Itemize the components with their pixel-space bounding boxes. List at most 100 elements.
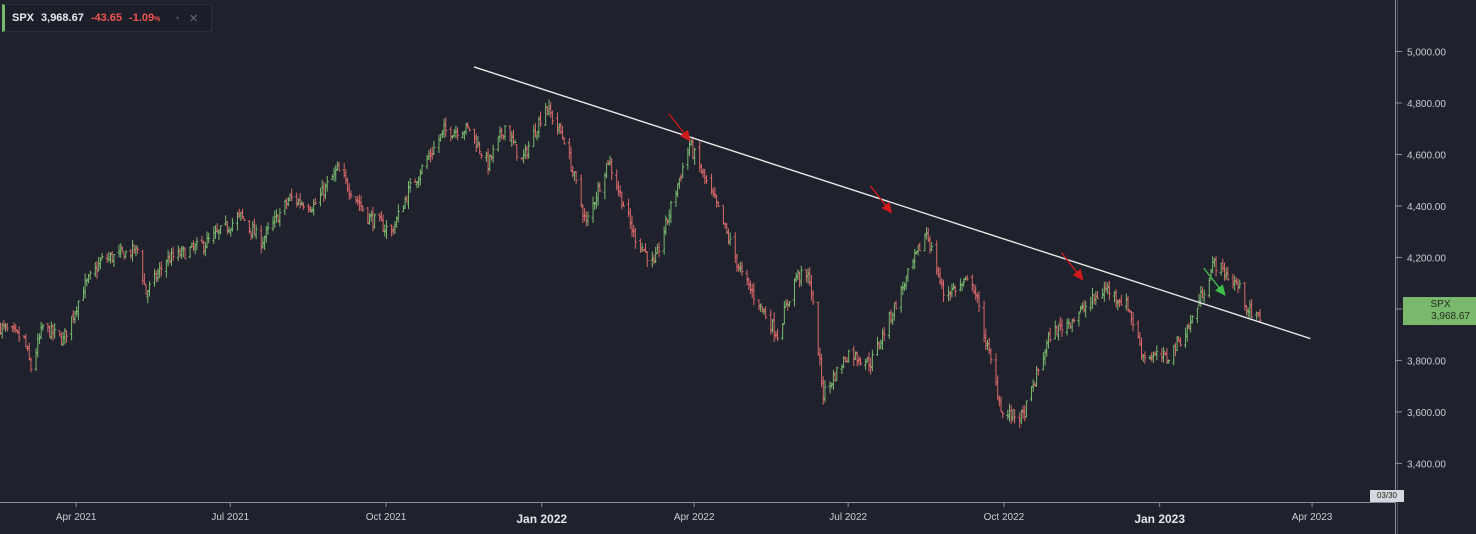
ohlc-bar	[759, 303, 763, 312]
ohlc-bar	[972, 284, 976, 295]
ohlc-bar	[1155, 345, 1159, 361]
ohlc-bar	[88, 270, 92, 280]
ohlc-bar	[864, 358, 868, 370]
ohlc-bar	[1202, 289, 1206, 303]
symbol-legend[interactable]: SPX 3,968.67 -43.65 -1.09% ◔ ✕	[2, 4, 212, 32]
ohlc-bar	[525, 145, 529, 160]
ohlc-bar	[875, 336, 879, 356]
ohlc-bar	[498, 126, 502, 143]
ohlc-bar	[266, 222, 270, 235]
ohlc-bar	[970, 274, 974, 292]
ohlc-bar	[212, 226, 216, 244]
close-icon[interactable]: ✕	[189, 12, 199, 25]
ohlc-bar	[894, 300, 898, 310]
ohlc-bar	[190, 242, 194, 248]
ohlc-bar	[117, 244, 121, 258]
ohlc-bar	[191, 240, 195, 252]
ohlc-bar	[630, 215, 634, 237]
ohlc-bar	[122, 252, 126, 260]
ohlc-bar	[555, 112, 559, 135]
ohlc-bar	[254, 224, 258, 240]
ohlc-bar	[903, 282, 907, 291]
ohlc-bar	[1045, 339, 1049, 357]
ohlc-bar	[73, 311, 77, 324]
ohlc-bar	[644, 243, 648, 253]
ohlc-bar	[1024, 400, 1028, 418]
ohlc-bar	[686, 147, 690, 170]
ohlc-bar	[1021, 405, 1025, 420]
ohlc-bar	[1036, 368, 1040, 376]
ohlc-bar	[144, 284, 148, 296]
ohlc-bar	[373, 213, 377, 229]
ohlc-bar	[721, 205, 725, 225]
ohlc-bar	[1160, 348, 1164, 363]
price-axis[interactable]: 3,400.003,600.003,800.004,000.004,200.00…	[1395, 0, 1447, 534]
ohlc-bar	[164, 259, 168, 278]
ohlc-bar	[1226, 266, 1230, 281]
ohlc-bar	[61, 331, 65, 346]
ohlc-bar	[857, 355, 861, 366]
ohlc-bar	[295, 192, 299, 208]
ohlc-bar	[153, 268, 157, 287]
ohlc-bar	[1238, 279, 1242, 289]
ohlc-bar	[704, 175, 708, 184]
ohlc-bar	[34, 348, 38, 371]
time-tick-label: Jul 2022	[829, 512, 867, 523]
ohlc-bar	[437, 134, 441, 154]
ohlc-bar	[982, 300, 986, 343]
ohlc-bar	[1231, 273, 1235, 289]
ohlc-bar	[1150, 352, 1154, 362]
ohlc-bar	[408, 177, 412, 193]
ohlc-bar	[142, 273, 146, 285]
red-arrow	[1060, 252, 1084, 281]
ohlc-bar	[603, 172, 607, 200]
time-tick-label: Jan 2022	[516, 512, 567, 526]
ohlc-bar	[510, 131, 514, 147]
ohlc-bar	[792, 278, 796, 307]
ohlc-bar	[1165, 348, 1169, 365]
ohlc-bar	[467, 127, 471, 132]
ohlc-bar	[237, 208, 241, 219]
ohlc-bar	[547, 99, 551, 116]
ohlc-bar	[891, 312, 895, 326]
ohlc-bar	[324, 183, 328, 200]
trendline[interactable]	[473, 66, 1311, 340]
ohlc-bar	[591, 196, 595, 224]
ohlc-bar	[241, 208, 245, 220]
ohlc-bar	[476, 136, 480, 148]
ohlc-bar	[466, 122, 470, 129]
ohlc-bar	[239, 211, 243, 221]
ohlc-bar	[58, 330, 62, 337]
ohlc-bar	[288, 193, 292, 202]
ohlc-bar	[107, 251, 111, 262]
ohlc-bar	[1207, 277, 1211, 298]
ohlc-bar	[527, 141, 531, 159]
ohlc-bar	[1094, 291, 1098, 306]
time-axis[interactable]: Apr 2021 Jul 2021 Oct 2021 Jan 2022 Apr 2022…	[0, 502, 1395, 526]
ohlc-bar	[941, 279, 945, 303]
ohlc-bar	[344, 169, 348, 185]
green-arrow	[1203, 267, 1226, 297]
ohlc-bar	[583, 208, 587, 222]
ohlc-bar	[205, 231, 209, 249]
ohlc-bar	[1053, 320, 1057, 340]
ohlc-bar	[638, 238, 642, 253]
ohlc-bar	[723, 222, 727, 229]
ohlc-bar	[1090, 287, 1094, 309]
ohlc-bar	[1060, 319, 1064, 337]
time-tick-label: Jul 2021	[211, 512, 249, 523]
ohlc-bar	[75, 306, 79, 317]
ohlc-bar	[737, 263, 741, 272]
ohlc-bar	[664, 215, 668, 235]
ohlc-bar	[562, 137, 566, 145]
ohlc-bar	[1172, 344, 1176, 366]
ohlc-bar	[532, 124, 536, 148]
ohlc-bar	[486, 148, 490, 175]
ohlc-bar	[703, 168, 707, 185]
ohlc-bar	[154, 270, 158, 283]
gauge-icon[interactable]: ◔	[173, 12, 181, 25]
ohlc-bar	[987, 337, 991, 355]
ohlc-bar	[523, 144, 527, 159]
ohlc-bar	[1250, 298, 1254, 319]
